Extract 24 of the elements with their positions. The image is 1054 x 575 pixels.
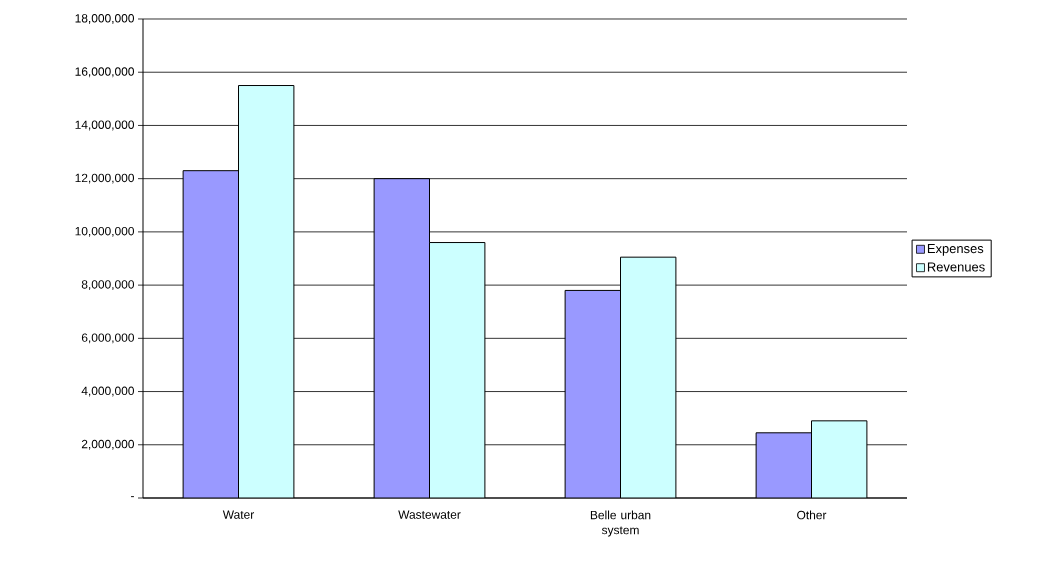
y-tick-label: 8,000,000 — [81, 280, 135, 291]
y-tick-label: 4,000,000 — [81, 386, 135, 397]
x-tick-label: Wastewater — [398, 510, 461, 519]
bar — [811, 420, 868, 498]
x-tick-label: Water — [222, 510, 255, 519]
y-tick-label: 18,000,000 — [75, 14, 135, 24]
bar — [620, 256, 677, 498]
y-tick-label: 10,000,000 — [75, 226, 135, 237]
y-tick-label: 14,000,000 — [75, 120, 135, 131]
y-tick-label: 2,000,000 — [81, 439, 135, 450]
x-tick-label: Other — [797, 510, 827, 520]
bar — [182, 170, 239, 498]
y-tick-label: - — [131, 496, 134, 498]
bar — [755, 432, 813, 498]
y-tick-label: 6,000,000 — [81, 333, 135, 344]
legend-label: Revenues — [927, 262, 985, 272]
bar — [564, 289, 622, 498]
bar — [238, 85, 295, 498]
legend-label: Expenses — [927, 244, 984, 256]
bar — [373, 178, 430, 498]
y-tick-label: 16,000,000 — [75, 67, 135, 78]
y-tick-label: 12,000,000 — [75, 173, 135, 184]
bar — [429, 242, 486, 498]
x-tick-label: Belle urban system — [590, 510, 651, 537]
